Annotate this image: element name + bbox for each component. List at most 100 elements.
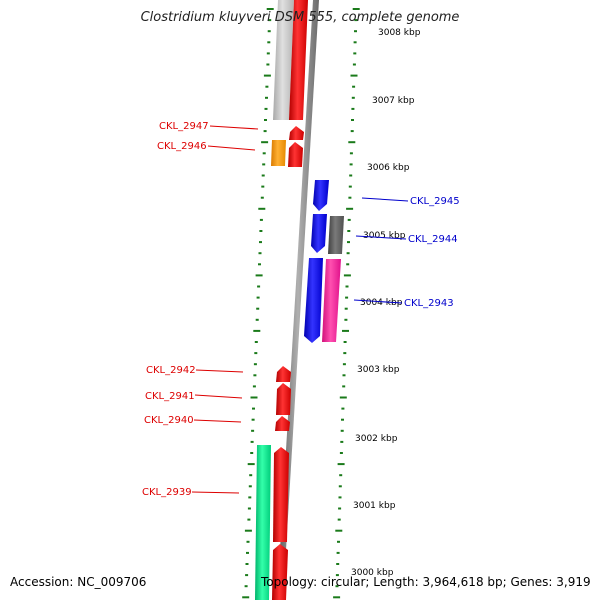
gene-label[interactable]: CKL_2941 (145, 391, 195, 402)
genome-backbone (277, 0, 319, 600)
gene-label[interactable]: CKL_2946 (157, 141, 207, 152)
feature-ckl-2943-magenta[interactable] (322, 259, 341, 342)
tick-mark (344, 318, 348, 321)
tick-mark (242, 596, 250, 599)
tick-mark (248, 485, 252, 488)
tick-marks-forward (242, 8, 274, 599)
tick-mark (253, 363, 257, 366)
tick-mark (266, 8, 274, 10)
tick-mark (249, 474, 253, 477)
scale-label: 3005 kbp (363, 231, 406, 241)
gene-label[interactable]: CKL_2940 (144, 415, 194, 426)
tick-mark (341, 418, 344, 421)
feature-ckl-2939[interactable] (273, 447, 289, 542)
label-leader-line (194, 394, 243, 399)
label-leader-line (195, 369, 244, 373)
tick-mark (264, 119, 267, 121)
tick-mark (340, 440, 344, 443)
tick-mark (347, 218, 351, 221)
label-leader-line (353, 299, 403, 304)
tick-mark (250, 452, 254, 454)
tick-mark (337, 540, 340, 543)
scale-label: 3007 kbp (372, 96, 415, 106)
tick-mark (267, 30, 271, 33)
gene-labels: CKL_2947 CKL_2946 CKL_2945 CKL_2944 CKL_2943… (142, 121, 460, 498)
tick-mark (345, 296, 349, 299)
gene-features (255, 0, 344, 600)
tick-mark (248, 496, 252, 499)
topology-text: Topology: circular; Length: 3,964,618 bp… (261, 575, 591, 589)
tick-mark (349, 174, 353, 177)
tick-mark (261, 185, 265, 188)
tick-mark (258, 263, 261, 266)
tick-mark (338, 485, 342, 488)
feature-light-gray[interactable] (273, 0, 294, 120)
feature-bottom-red[interactable] (272, 544, 288, 600)
tick-mark (255, 318, 259, 321)
tick-mark (268, 19, 272, 22)
tick-mark (263, 74, 271, 77)
tick-mark (337, 463, 345, 466)
feature-ckl-2942[interactable] (276, 366, 291, 382)
gene-label[interactable]: CKL_2944 (408, 234, 458, 245)
scale-label: 3001 kbp (353, 501, 396, 511)
tick-mark (254, 352, 258, 355)
scale-label: 3002 kbp (355, 434, 398, 444)
tick-mark (343, 352, 347, 355)
scale-label: 3000 kbp (351, 568, 394, 578)
tick-mark (261, 174, 265, 177)
gene-label[interactable]: CKL_2939 (142, 487, 192, 498)
tick-mark (245, 563, 249, 565)
feature-ckl-2945[interactable] (313, 180, 329, 211)
tick-mark (350, 74, 358, 77)
feature-ckl-2944[interactable] (311, 214, 327, 253)
feature-ckl-2941[interactable] (276, 383, 291, 415)
tick-mark (340, 429, 344, 432)
scale-labels: 3008 kbp 3007 kbp 3006 kbp 3005 kbp 3004 kbp… (351, 28, 421, 578)
tick-mark (335, 585, 339, 588)
tick-mark (344, 307, 348, 310)
feature-ckl-2946-red[interactable] (288, 142, 303, 167)
tick-mark (353, 52, 357, 55)
feature-ckl-2940[interactable] (275, 416, 290, 431)
gene-label[interactable]: CKL_2943 (404, 298, 454, 309)
tick-mark (342, 363, 346, 366)
tick-mark (343, 341, 347, 343)
gene-label[interactable]: CKL_2947 (159, 121, 209, 132)
gene-label[interactable]: CKL_2945 (410, 196, 460, 207)
tick-mark (246, 551, 249, 554)
tick-mark (339, 474, 343, 477)
tick-mark (259, 241, 262, 244)
tick-mark (247, 463, 255, 466)
tick-mark (265, 96, 268, 99)
tick-mark (261, 141, 269, 144)
feature-ckl-2943[interactable] (304, 258, 323, 343)
feature-red-long[interactable] (289, 0, 308, 120)
gene-label[interactable]: CKL_2942 (146, 365, 196, 376)
tick-mark (259, 218, 263, 221)
feature-ckl-2944-gray[interactable] (328, 216, 344, 254)
tick-mark (339, 396, 347, 399)
tick-mark (351, 96, 355, 99)
feature-ckl-2939-green[interactable] (255, 445, 271, 600)
tick-mark (336, 551, 340, 554)
tick-mark (254, 341, 258, 343)
tick-mark (255, 274, 263, 277)
feature-ckl-2946-orange[interactable] (271, 140, 286, 166)
tick-mark (335, 574, 339, 577)
tick-mark (252, 385, 256, 388)
tick-mark (352, 85, 356, 88)
label-leader-line (193, 419, 242, 423)
tick-mark (348, 196, 352, 199)
tick-mark (345, 285, 349, 288)
accession-text: Accession: NC_009706 (10, 575, 147, 589)
tick-mark (348, 185, 352, 188)
tick-mark (252, 407, 255, 410)
tick-mark (251, 418, 255, 421)
tick-mark (263, 130, 267, 133)
tick-mark (265, 85, 269, 88)
tick-mark (346, 252, 350, 255)
tick-mark (262, 163, 266, 166)
feature-ckl-2947[interactable] (289, 126, 304, 140)
